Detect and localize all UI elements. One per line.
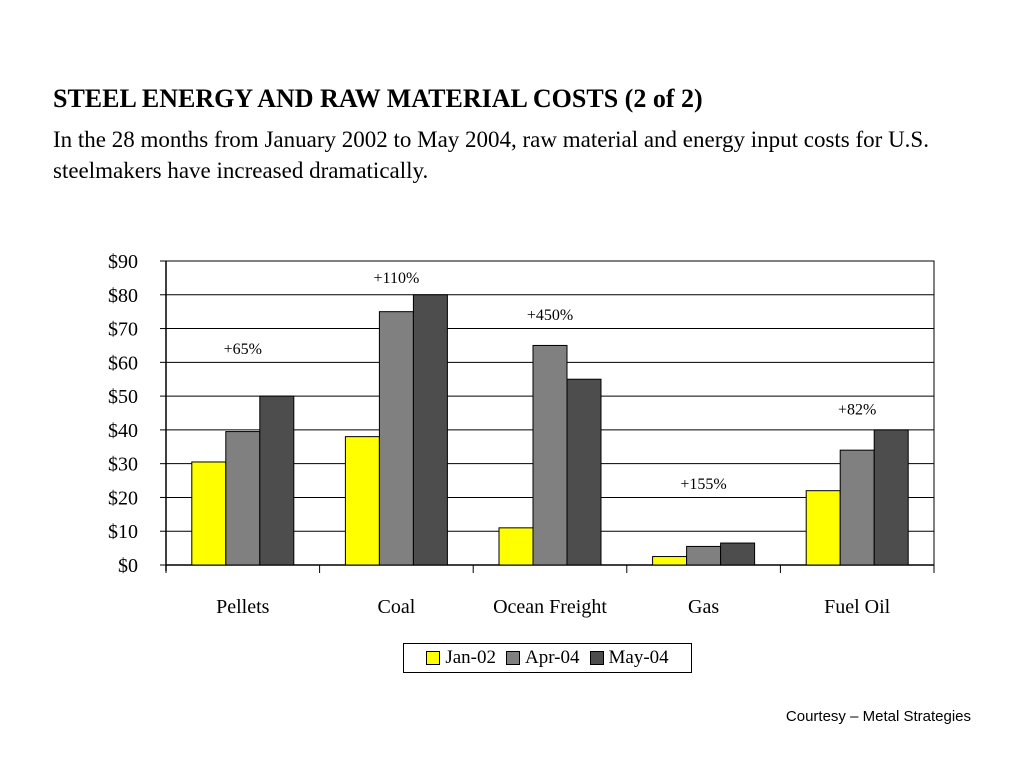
slide-title: STEEL ENERGY AND RAW MATERIAL COSTS (2 o…	[53, 84, 703, 113]
y-tick-label: $90	[108, 251, 138, 273]
y-tick-label: $30	[108, 454, 138, 476]
x-tick-label: Pellets	[216, 596, 270, 618]
x-tick-label: Gas	[688, 596, 719, 618]
legend-swatch	[589, 651, 604, 665]
source-credit: Courtesy – Metal Strategies	[785, 708, 971, 725]
y-tick-label: $70	[108, 319, 138, 341]
bar-may-04	[873, 429, 909, 566]
bar-jan-02	[191, 461, 227, 566]
x-tick-label: Coal	[378, 596, 416, 618]
bar-may-04	[259, 395, 295, 566]
slide-subtitle: In the 28 months from January 2002 to Ma…	[53, 127, 929, 183]
bar-jan-02	[344, 436, 380, 566]
bar-jan-02	[805, 490, 841, 566]
pct-change-annotation: +155%	[680, 476, 726, 493]
y-tick-label: $60	[108, 352, 138, 374]
legend-label: Apr-04	[525, 647, 580, 668]
bar-apr-04	[686, 545, 722, 566]
legend-swatch	[506, 651, 520, 665]
y-tick-label: $0	[118, 555, 138, 577]
legend-label: Jan-02	[445, 647, 496, 668]
bar-may-04	[720, 542, 756, 566]
legend-item-may-04: May-04	[589, 647, 669, 669]
pct-change-annotation: +65%	[224, 341, 262, 358]
bar-may-04	[412, 294, 448, 566]
legend-item-apr-04: Apr-04	[506, 647, 580, 669]
bar-apr-04	[532, 344, 568, 566]
legend-item-jan-02: Jan-02	[426, 647, 496, 669]
y-tick-label: $20	[108, 487, 138, 509]
bar-may-04	[566, 378, 602, 566]
bar-apr-04	[225, 431, 261, 566]
x-tick-label: Ocean Freight	[493, 596, 607, 618]
bar-jan-02	[498, 527, 534, 566]
legend-label: May-04	[608, 647, 669, 668]
chart-legend: Jan-02 Apr-04 May-04	[403, 643, 692, 673]
y-tick-label: $10	[108, 521, 138, 543]
bar-chart: $0 $10 $20 $30 $40 $50 $60 $70 $80 $90 Pellets Coal…	[108, 251, 935, 618]
pct-change-annotation: +110%	[374, 270, 420, 287]
legend-swatch	[426, 651, 441, 665]
bar-apr-04	[839, 449, 875, 566]
pct-change-annotation: +82%	[838, 402, 876, 419]
y-tick-label: $40	[108, 420, 138, 442]
y-tick-label: $80	[108, 285, 138, 307]
bar-apr-04	[378, 311, 414, 566]
y-tick-label: $50	[108, 386, 138, 408]
x-tick-label: Fuel Oil	[824, 596, 891, 618]
bar-jan-02	[652, 556, 688, 566]
pct-change-annotation: +450%	[527, 307, 573, 324]
